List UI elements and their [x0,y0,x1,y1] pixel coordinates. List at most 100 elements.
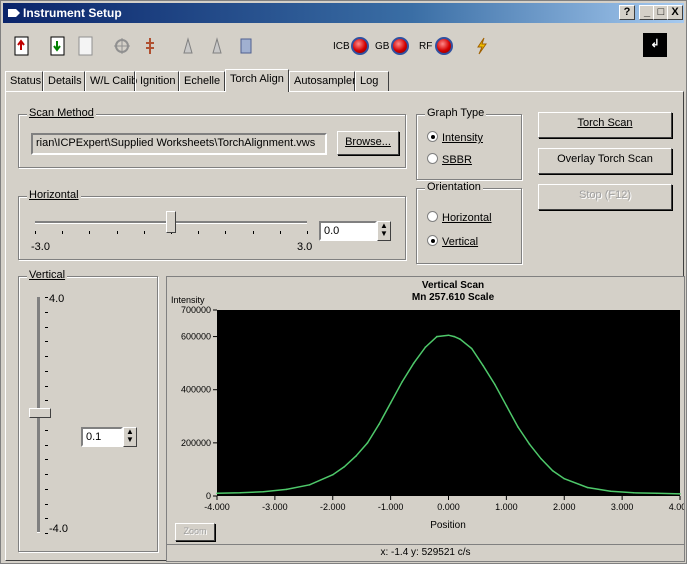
x-tick-label: 2.000 [553,502,576,512]
scan-data-points [216,334,681,495]
torch-align-panel: Scan Method rian\ICPExpert\Supplied Work… [5,91,685,562]
gb-label: GB [375,41,390,52]
horizontal-group: Horizontal -3.0 3.0 0.0 ▲ ▼ [18,189,406,260]
browse-button[interactable]: Browse... [337,131,399,155]
sbbr-radio[interactable]: SBBR [427,153,472,166]
vertical-tick [45,488,48,490]
gb-indicator-icon [391,37,409,55]
scan-trace-line [216,334,681,495]
vertical-tick [45,474,48,475]
vertical-tick [45,385,48,387]
data-point [366,442,369,444]
scan-method-path[interactable]: rian\ICPExpert\Supplied Worksheets\Torch… [31,133,327,155]
gb-lamp: GB [375,37,415,57]
data-point [656,492,658,495]
tab-details[interactable]: Details [43,71,85,91]
vertical-slider-thumb[interactable] [29,407,51,418]
ignite-icon[interactable] [471,35,493,57]
horizontal-min-label: -3.0 [31,241,50,253]
rf-label: RF [419,41,433,52]
tab-wl-calib[interactable]: W/L Calib [85,71,137,91]
vertical-tick [45,341,48,343]
y-tick-label: 600000 [181,332,211,342]
horizontal-orientation-label: Horizontal [442,212,492,224]
vertical-value-field[interactable]: 0.1 [81,427,123,447]
spin-up-icon[interactable]: ▲ [126,427,134,436]
chart-frame: Vertical Scan Mn 257.610 Scale Intensity… [166,276,685,562]
tab-ignition[interactable]: Ignition [135,71,179,91]
torch-icon[interactable] [139,35,161,57]
load-icon[interactable] [11,35,33,57]
tab-torch-align[interactable]: Torch Align [225,69,289,92]
status-indicator: ↲ [643,33,667,57]
status-bar: x: -1.4 y: 529521 c/s [166,544,685,560]
data-point [609,490,612,493]
horizontal-tick [89,231,91,234]
horizontal-radio[interactable]: Horizontal [427,211,492,224]
data-point [494,383,496,386]
data-point [453,335,456,338]
vertical-tick [45,429,48,431]
nebulizer-icon[interactable] [207,35,229,57]
tab-status[interactable]: Status [5,71,43,91]
x-tick-label: -3.000 [262,502,288,512]
torch-scan-button[interactable]: Torch Scan [538,112,672,138]
sample-icon[interactable] [235,35,257,57]
y-tick-label: 400000 [181,385,211,395]
plot-area [217,310,680,496]
horizontal-tick [35,231,36,234]
vertical-orientation-label: Vertical [442,236,479,248]
horizontal-tick [143,231,145,234]
vertical-tick [45,518,48,520]
help-button[interactable]: ? [619,5,635,20]
y-tick-label: 0 [206,491,211,501]
data-point [459,338,461,341]
spin-up-icon[interactable]: ▲ [380,221,388,230]
toolbar: ICB GB RF ↲ [3,25,684,69]
vertical-tick [45,326,48,328]
data-point [505,404,508,407]
data-point [239,492,241,494]
new-document-icon[interactable] [75,35,97,57]
horizontal-tick [116,231,118,234]
tab-autosampler[interactable]: Autosampler [289,71,356,91]
data-point [447,334,450,337]
zoom-button[interactable]: Zoom [175,523,215,541]
y-tick-label: 700000 [181,305,211,315]
icb-label: ICB [333,41,350,52]
vertical-tick [45,400,48,402]
close-button[interactable]: X [667,5,683,20]
y-axis-label: Intensity [171,295,205,305]
x-axis-label: Position [430,520,466,531]
tab-echelle[interactable]: Echelle [179,71,225,91]
intensity-radio[interactable]: Intensity [427,131,483,144]
vertical-slider[interactable] [29,297,69,534]
overlay-torch-scan-button[interactable]: Overlay Torch Scan [538,148,672,174]
save-icon[interactable] [47,35,69,57]
vertical-tick [45,459,48,461]
data-point [389,402,392,404]
pump-icon[interactable] [111,35,133,57]
data-point [424,346,427,348]
stop-button[interactable]: Stop (F12) [538,184,672,210]
spin-down-icon[interactable]: ▼ [126,435,134,444]
data-point [262,490,265,493]
gas-icon[interactable] [179,35,201,57]
data-point [285,488,288,491]
horizontal-max-label: 3.0 [297,241,313,253]
horizontal-value-field[interactable]: 0.0 [319,221,377,241]
torch-scan-label: Torch Scan [577,117,633,129]
rf-lamp: RF [419,37,459,57]
horizontal-slider[interactable] [35,211,308,245]
vertical-radio[interactable]: Vertical [427,235,478,248]
horizontal-spinner[interactable]: ▲ ▼ [377,221,391,241]
vertical-spinner[interactable]: ▲ ▼ [123,427,137,447]
title-bar[interactable]: Instrument Setup ? _ □ X [3,3,684,23]
horizontal-slider-thumb[interactable] [166,211,176,233]
tab-log[interactable]: Log [355,71,389,91]
horizontal-radio-icon [427,211,438,222]
chart-title: Vertical Scan [422,280,484,291]
spin-down-icon[interactable]: ▼ [380,229,388,238]
vertical-tick [45,444,48,446]
